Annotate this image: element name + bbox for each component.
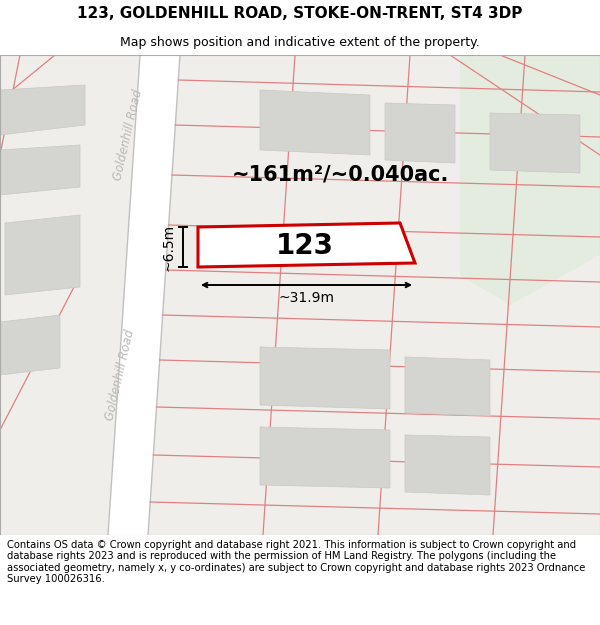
Polygon shape — [385, 103, 455, 163]
Polygon shape — [0, 85, 85, 135]
Text: ~161m²/~0.040ac.: ~161m²/~0.040ac. — [232, 165, 449, 185]
Text: Contains OS data © Crown copyright and database right 2021. This information is : Contains OS data © Crown copyright and d… — [7, 539, 586, 584]
Polygon shape — [108, 55, 180, 535]
Polygon shape — [198, 223, 415, 267]
Polygon shape — [260, 427, 390, 488]
Polygon shape — [405, 435, 490, 495]
Text: Goldenhill Road: Goldenhill Road — [111, 88, 145, 182]
Polygon shape — [260, 347, 390, 409]
Text: ~31.9m: ~31.9m — [278, 291, 335, 305]
Text: 123: 123 — [276, 232, 334, 260]
Text: 123, GOLDENHILL ROAD, STOKE-ON-TRENT, ST4 3DP: 123, GOLDENHILL ROAD, STOKE-ON-TRENT, ST… — [77, 6, 523, 21]
Polygon shape — [405, 357, 490, 416]
Text: ~6.5m: ~6.5m — [162, 223, 176, 271]
Polygon shape — [260, 90, 370, 155]
Polygon shape — [0, 145, 80, 195]
Polygon shape — [490, 113, 580, 173]
Text: Map shows position and indicative extent of the property.: Map shows position and indicative extent… — [120, 36, 480, 49]
Polygon shape — [460, 55, 600, 305]
Polygon shape — [0, 315, 60, 375]
Polygon shape — [0, 55, 600, 535]
Polygon shape — [5, 215, 80, 295]
Text: Goldenhill Road: Goldenhill Road — [103, 328, 137, 422]
